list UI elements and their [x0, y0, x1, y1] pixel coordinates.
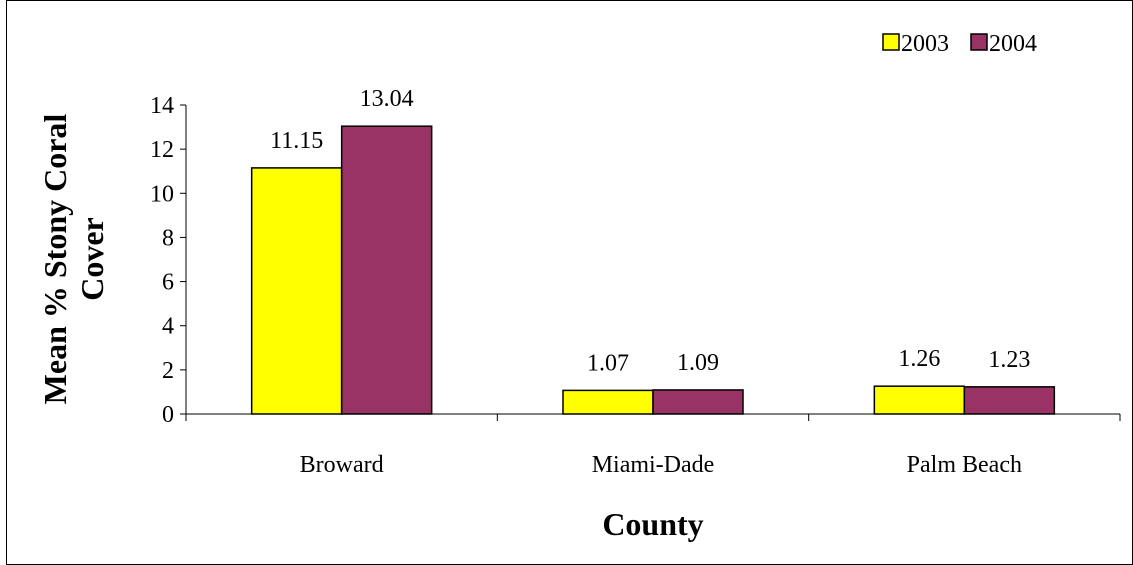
bar-palm-beach-2004: [963, 386, 1056, 415]
y-tick-label: 4: [162, 314, 174, 340]
data-label: 1.07: [587, 350, 629, 376]
axes: 0 2 4 6 8 10 12 14 Broward Miami-Dade Palm Beach: [150, 93, 1121, 478]
value-labels: 11.15 13.04 1.07 1.09 1.26 1.23: [270, 86, 1030, 376]
bar-miami-dade-2003: [562, 389, 654, 415]
y-tick-label: 10: [150, 181, 174, 207]
y-axis-title: Mean % Stony Coral Cover: [37, 114, 110, 405]
x-category-label: Palm Beach: [907, 452, 1022, 478]
y-axis-title-line-2: Cover: [74, 217, 110, 301]
legend: 2003 2004: [882, 31, 1037, 57]
y-tick-label: 14: [150, 93, 174, 119]
bar-palm-beach-2003: [873, 385, 966, 415]
x-axis-title: County: [602, 506, 703, 542]
chart-frame: [6, 0, 1133, 565]
bar-broward-2003: [250, 167, 343, 415]
x-category-label: Miami-Dade: [592, 452, 715, 478]
y-tick-label: 8: [162, 225, 174, 251]
data-label: 13.04: [360, 86, 414, 112]
y-tick-label: 6: [162, 270, 174, 296]
data-label: 1.23: [988, 347, 1030, 373]
y-axis-title-line-1: Mean % Stony Coral: [37, 114, 73, 405]
legend-swatch-2004: [970, 33, 988, 51]
legend-swatch-2003: [882, 33, 900, 51]
data-label: 1.09: [677, 350, 719, 376]
bars: [250, 125, 1056, 415]
bar-miami-dade-2004: [652, 389, 744, 415]
legend-label-2003: 2003: [901, 31, 949, 57]
data-label: 11.15: [270, 128, 323, 154]
bar-broward-2004: [340, 125, 433, 415]
y-tick-label: 2: [162, 358, 174, 384]
y-tick-label: 12: [150, 137, 174, 163]
x-category-label: Broward: [300, 452, 384, 478]
y-tick-label: 0: [162, 402, 174, 428]
data-label: 1.26: [898, 346, 940, 372]
legend-label-2004: 2004: [989, 31, 1037, 57]
